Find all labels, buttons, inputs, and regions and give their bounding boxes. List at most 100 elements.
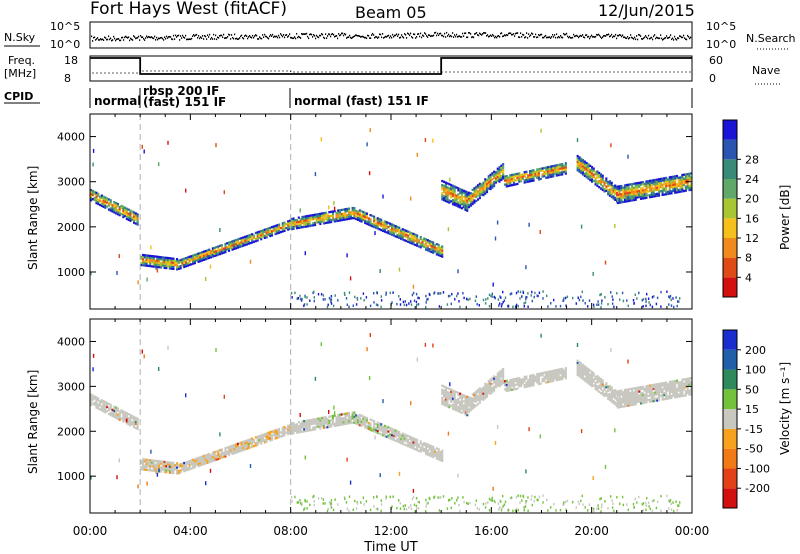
velocity-cell bbox=[306, 425, 309, 428]
power-cell bbox=[410, 232, 413, 235]
power-ground-echo bbox=[502, 290, 504, 294]
power-cell bbox=[601, 188, 604, 192]
freq-right-tick-top: 60 bbox=[709, 54, 723, 67]
velocity-cell bbox=[503, 382, 506, 385]
power-cell bbox=[111, 206, 114, 209]
power-cell bbox=[100, 200, 103, 203]
velocity-cell bbox=[507, 385, 510, 388]
power-cell bbox=[532, 175, 535, 178]
power-cell bbox=[509, 182, 512, 185]
power-ground-echo bbox=[536, 294, 538, 297]
power-cell bbox=[330, 214, 333, 218]
power-cell bbox=[331, 212, 334, 215]
power-cell bbox=[478, 188, 481, 192]
power-cell bbox=[487, 187, 490, 190]
power-cell bbox=[587, 175, 590, 178]
power-cell bbox=[358, 219, 361, 222]
velocity-cell bbox=[561, 373, 564, 377]
power-cell bbox=[276, 230, 279, 233]
velocity-ground-echo bbox=[454, 502, 456, 505]
velocity-cell bbox=[666, 383, 669, 386]
velocity-cell bbox=[326, 426, 329, 429]
velocity-cell bbox=[505, 389, 508, 393]
power-cell bbox=[285, 222, 288, 226]
noise-sample bbox=[571, 37, 573, 39]
velocity-cell bbox=[229, 447, 232, 450]
velocity-cell bbox=[233, 450, 236, 453]
velocity-cell bbox=[296, 425, 299, 428]
cpid-normal-fast: normal (fast) 151 IF bbox=[294, 94, 429, 108]
velocity-cell bbox=[152, 465, 155, 468]
velocity-cell bbox=[469, 409, 472, 412]
power-cell bbox=[489, 187, 492, 191]
noise-sample bbox=[495, 35, 497, 38]
velocity-cell bbox=[197, 458, 200, 462]
velocity-cell bbox=[614, 395, 617, 398]
velocity-cell bbox=[312, 418, 315, 421]
power-ground-echo bbox=[484, 302, 487, 305]
power-cell bbox=[294, 225, 297, 228]
noise-sample bbox=[645, 35, 647, 37]
velocity-cell bbox=[681, 394, 684, 398]
velocity-cell bbox=[622, 393, 625, 396]
velocity-cell bbox=[131, 414, 134, 418]
power-ground-echo bbox=[542, 290, 544, 293]
power-cell bbox=[344, 214, 347, 217]
velocity-cell bbox=[618, 389, 621, 393]
velocity-cell bbox=[650, 400, 653, 403]
velocity-cell bbox=[391, 433, 394, 437]
velocity-cell bbox=[623, 401, 626, 404]
velocity-cell bbox=[202, 458, 205, 462]
power-ground-echo bbox=[476, 303, 478, 306]
power-cell bbox=[369, 224, 372, 227]
velocity-cell bbox=[688, 393, 691, 396]
velocity-cell bbox=[265, 438, 268, 441]
velocity-cell bbox=[150, 465, 153, 468]
power-ground-echo bbox=[678, 300, 680, 303]
velocity-cell bbox=[170, 465, 173, 468]
power-cell bbox=[645, 188, 648, 191]
power-cell bbox=[486, 184, 489, 188]
noise-sample bbox=[476, 32, 478, 34]
noise-sample bbox=[501, 32, 503, 34]
noise-sample bbox=[437, 32, 439, 35]
velocity-cell bbox=[145, 458, 148, 461]
power-stray-echo bbox=[410, 196, 412, 201]
noise-sample bbox=[526, 32, 528, 34]
power-cell bbox=[398, 228, 401, 231]
velocity-cell bbox=[219, 457, 222, 460]
power-cell bbox=[435, 243, 438, 246]
noise-sample bbox=[647, 37, 649, 40]
power-stray-echo bbox=[249, 259, 252, 264]
power-cell bbox=[242, 236, 245, 239]
power-cell bbox=[260, 236, 263, 239]
power-cell bbox=[125, 217, 128, 221]
power-cell bbox=[165, 264, 168, 268]
power-cell bbox=[448, 183, 451, 186]
velocity-cell bbox=[405, 436, 408, 439]
velocity-cell bbox=[608, 386, 611, 390]
velocity-ground-echo bbox=[427, 501, 429, 505]
velocity-cell bbox=[493, 387, 496, 390]
power-cell bbox=[195, 255, 198, 258]
velocity-cell bbox=[416, 440, 419, 444]
power-cell bbox=[561, 171, 564, 174]
power-cell bbox=[131, 216, 134, 219]
power-cell bbox=[612, 195, 615, 198]
noise-sample bbox=[180, 35, 182, 37]
velocity-cell bbox=[357, 415, 360, 418]
power-cell bbox=[127, 212, 130, 215]
power-cell bbox=[629, 189, 632, 192]
power-cell bbox=[115, 208, 118, 211]
power-cell bbox=[591, 178, 594, 181]
velocity-cell bbox=[521, 380, 524, 383]
velocity-cell bbox=[622, 397, 625, 400]
power-ground-echo bbox=[504, 296, 507, 299]
velocity-cell bbox=[154, 465, 157, 469]
velocity-cell bbox=[156, 459, 159, 463]
power-cell bbox=[199, 255, 202, 259]
velocity-cell bbox=[622, 391, 625, 394]
power-cell bbox=[582, 165, 585, 168]
power-cell bbox=[396, 235, 399, 239]
velocity-cell bbox=[220, 450, 223, 453]
